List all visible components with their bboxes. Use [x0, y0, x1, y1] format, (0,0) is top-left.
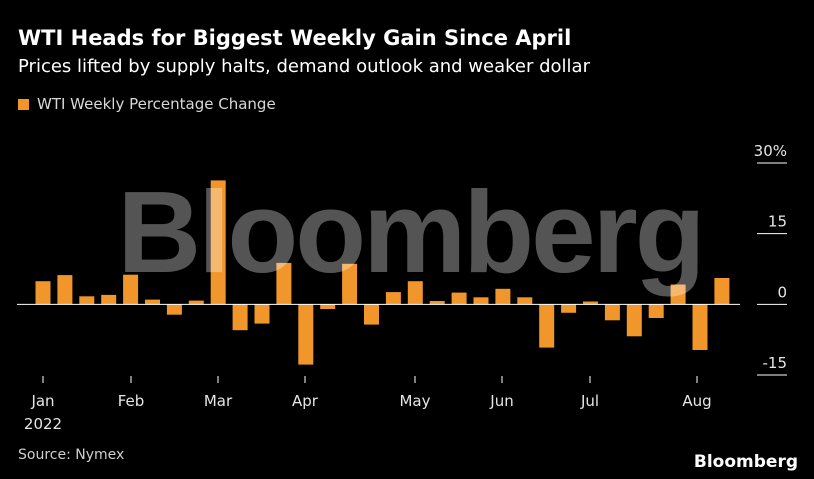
bar — [364, 304, 379, 325]
bar — [561, 304, 577, 313]
y-tick-label: 15 — [768, 213, 787, 231]
x-tick-label: Jul — [580, 392, 599, 410]
bar — [517, 297, 533, 305]
bar — [648, 304, 664, 318]
bar — [188, 300, 204, 305]
bar — [714, 278, 730, 305]
bar — [101, 294, 117, 305]
x-tick-label: May — [399, 392, 430, 410]
chart-title: WTI Heads for Biggest Weekly Gain Since … — [18, 26, 572, 50]
bar — [145, 299, 160, 305]
y-tick-label: -15 — [763, 354, 788, 372]
x-tick-label: Aug — [682, 392, 711, 410]
bar — [35, 281, 51, 305]
bar — [210, 180, 226, 305]
chart-subtitle: Prices lifted by supply halts, demand ou… — [18, 56, 590, 77]
bar — [583, 301, 598, 305]
bar — [385, 292, 401, 305]
x-tick-label: Jun — [489, 392, 513, 410]
bar — [254, 304, 270, 324]
bars-group — [35, 180, 730, 365]
legend-swatch — [18, 98, 29, 110]
bloomberg-watermark: Bloomberg — [117, 167, 702, 297]
bar — [407, 281, 423, 305]
bar — [342, 263, 358, 305]
bar — [539, 304, 555, 348]
bar — [166, 304, 182, 315]
bar — [276, 262, 292, 305]
x-tick-label: Feb — [118, 392, 145, 410]
x-tick-label: Jan — [30, 392, 54, 410]
bloomberg-logo: Bloomberg — [693, 452, 798, 472]
axes-group: 30% 15 0 -15 Jan Feb Mar Apr May Jun Jul Aug 2022 — [17, 142, 787, 433]
bar — [473, 297, 489, 305]
bar — [57, 275, 73, 305]
bar — [123, 274, 139, 305]
y-tick-label: 0 — [777, 283, 787, 301]
bar — [232, 304, 248, 331]
bar — [670, 284, 686, 305]
legend: WTI Weekly Percentage Change — [18, 95, 276, 113]
x-year-label: 2022 — [24, 415, 62, 433]
bar — [604, 304, 620, 321]
source-note: Source: Nymex — [18, 447, 125, 463]
legend-label: WTI Weekly Percentage Change — [37, 95, 276, 113]
bar — [429, 301, 445, 305]
bar — [320, 304, 336, 309]
bar — [692, 304, 708, 350]
bar — [495, 288, 511, 305]
bar — [79, 296, 95, 305]
y-tick-label: 30% — [754, 142, 787, 160]
bar — [626, 304, 642, 337]
bar — [298, 304, 314, 365]
bar — [451, 292, 467, 305]
x-tick-label: Mar — [204, 392, 233, 410]
x-tick-label: Apr — [292, 392, 319, 410]
